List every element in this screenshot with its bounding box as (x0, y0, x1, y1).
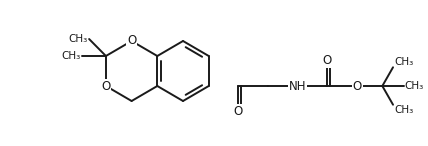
Text: O: O (127, 34, 136, 47)
Text: O: O (323, 54, 332, 67)
Text: O: O (353, 80, 362, 93)
Text: O: O (101, 80, 110, 93)
Text: CH₃: CH₃ (394, 105, 413, 115)
Text: O: O (234, 105, 243, 118)
Text: CH₃: CH₃ (61, 51, 80, 61)
Text: NH: NH (289, 80, 306, 93)
Text: CH₃: CH₃ (68, 34, 87, 44)
Text: CH₃: CH₃ (394, 57, 413, 67)
Text: CH₃: CH₃ (405, 81, 424, 91)
